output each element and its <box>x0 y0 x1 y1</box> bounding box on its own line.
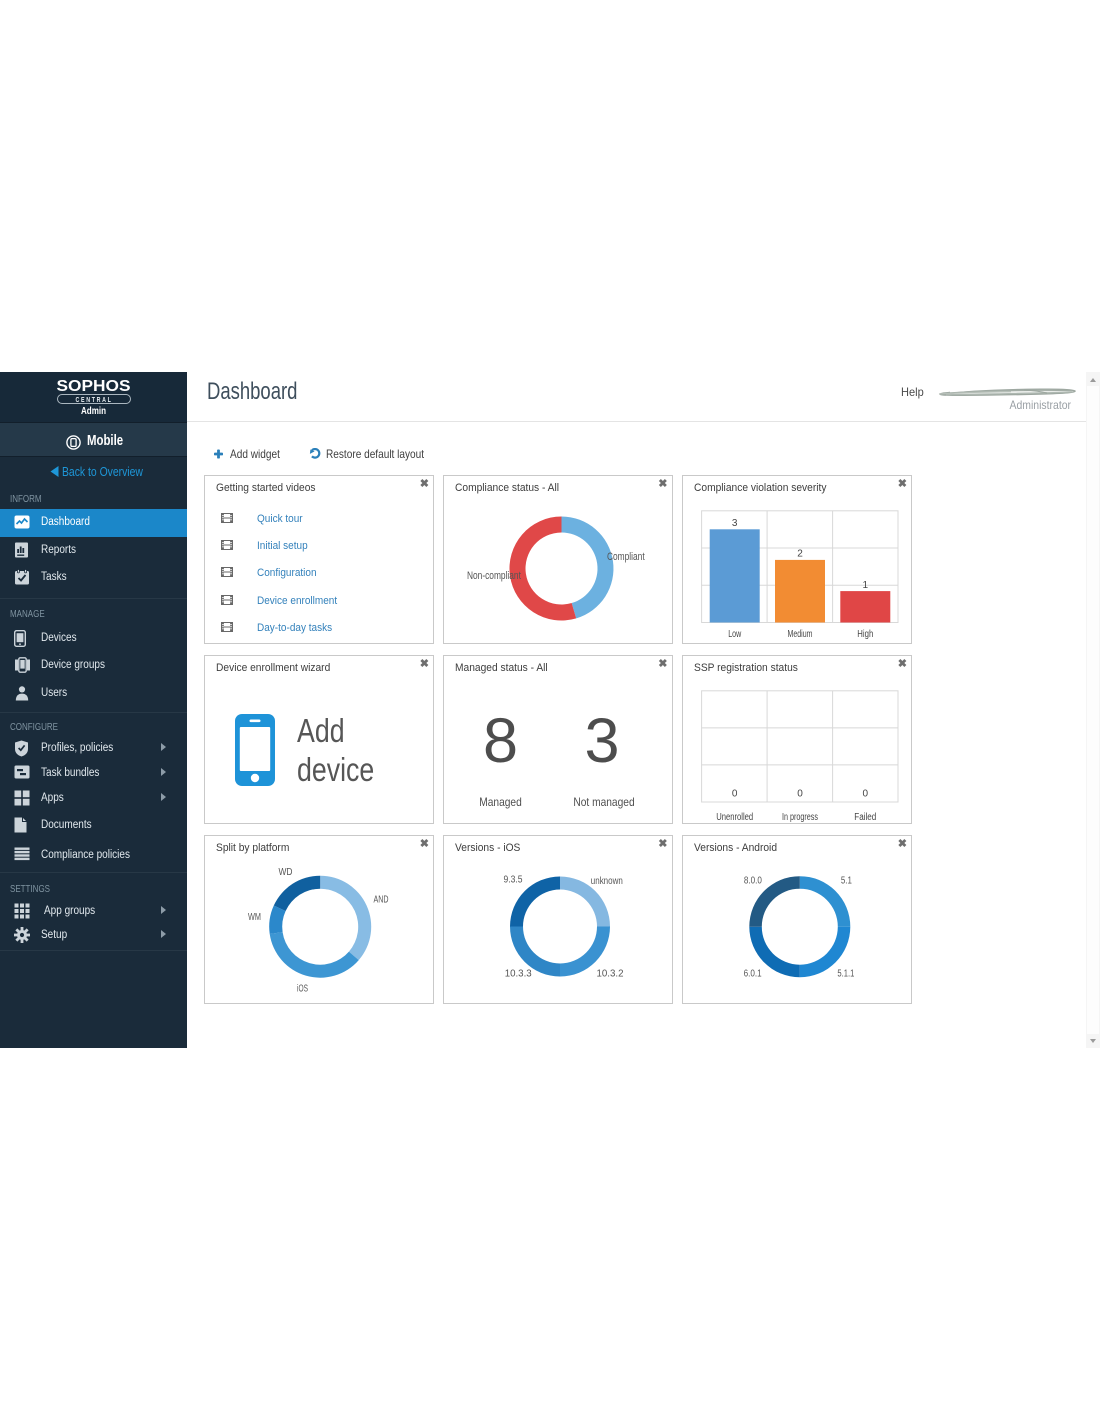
svg-text:10.3.3: 10.3.3 <box>504 968 531 979</box>
svg-text:2: 2 <box>797 548 803 559</box>
svg-text:Medium: Medium <box>788 629 813 640</box>
svg-text:6.0.1: 6.0.1 <box>744 968 762 979</box>
svg-text:3: 3 <box>732 518 738 529</box>
svg-text:0: 0 <box>863 788 869 799</box>
svg-text:10.3.2: 10.3.2 <box>596 968 623 979</box>
svg-text:WD: WD <box>279 867 293 878</box>
svg-text:High: High <box>857 629 873 640</box>
svg-text:Admin: Admin <box>81 406 106 416</box>
svg-text:CENTRAL: CENTRAL <box>76 397 113 403</box>
svg-text:AND: AND <box>374 895 389 906</box>
svg-text:9.3.5: 9.3.5 <box>503 875 522 886</box>
svg-text:1: 1 <box>863 579 869 590</box>
svg-text:8.0.0: 8.0.0 <box>744 876 762 887</box>
svg-text:5.1.1: 5.1.1 <box>837 968 854 979</box>
svg-text:In progress: In progress <box>782 812 818 823</box>
svg-text:0: 0 <box>732 788 738 799</box>
svg-text:0: 0 <box>797 788 803 799</box>
svg-text:5.1: 5.1 <box>841 876 852 887</box>
svg-text:unknown: unknown <box>590 876 622 887</box>
svg-text:Failed: Failed <box>854 812 876 823</box>
svg-text:Low: Low <box>728 629 742 640</box>
svg-text:SOPHOS: SOPHOS <box>57 378 131 395</box>
svg-text:iOS: iOS <box>297 984 308 995</box>
svg-text:Unenrolled: Unenrolled <box>716 812 753 823</box>
svg-text:WM: WM <box>248 912 261 923</box>
